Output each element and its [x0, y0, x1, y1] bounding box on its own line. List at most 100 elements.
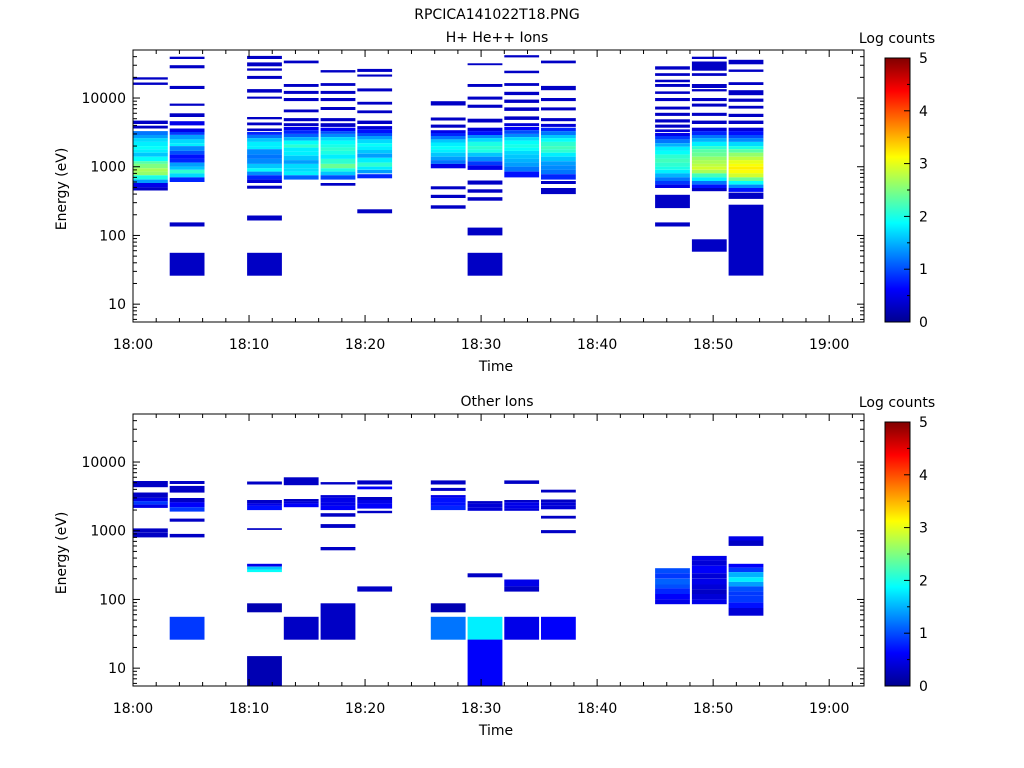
heatmap-cell	[655, 139, 690, 144]
heatmap-cell	[655, 146, 690, 151]
heatmap-cell	[247, 135, 282, 139]
heatmap-cell	[691, 599, 727, 605]
heatmap-cell	[728, 204, 764, 276]
heatmap-cell	[541, 156, 576, 162]
heatmap-cell	[169, 150, 205, 155]
heatmap-cell	[504, 586, 540, 592]
heatmap-cell	[283, 503, 319, 508]
heatmap-cell	[247, 68, 282, 71]
heatmap-cell	[320, 163, 356, 169]
axes: 18:00 18:10 18:20 18:30 18:40 18:50 19:00 10 100…	[81, 413, 865, 717]
heatmap-cell	[283, 130, 319, 134]
heatmap-cell	[133, 187, 168, 191]
heatmap-cell	[320, 98, 356, 102]
heatmap-cell	[541, 118, 576, 122]
heatmap-cell	[655, 98, 690, 102]
heatmap-cell	[133, 120, 168, 124]
heatmap-cell	[430, 156, 466, 161]
heatmap-cell	[655, 133, 690, 136]
heatmap-cell	[541, 135, 576, 139]
heatmap-cell	[728, 149, 764, 153]
colorbar	[884, 421, 911, 687]
heatmap-cell	[541, 60, 576, 64]
heatmap-cell	[504, 107, 540, 111]
heatmap-cell	[691, 141, 727, 147]
heatmap-cell	[691, 84, 727, 88]
heatmap-cell	[283, 147, 319, 152]
heatmap-cell	[247, 656, 282, 686]
heatmap-cell	[320, 140, 356, 145]
y-tick-label: 100	[99, 592, 126, 608]
heatmap-cell	[169, 222, 205, 227]
y-tick-label: 1000	[90, 160, 126, 176]
heatmap-cell	[728, 591, 764, 596]
heatmap-cell	[320, 495, 356, 498]
heatmap-cell	[430, 480, 466, 485]
heatmap-cell	[169, 616, 205, 640]
heatmap-cell	[430, 146, 466, 150]
heatmap-cell	[467, 252, 503, 276]
heatmap-cell	[728, 181, 764, 185]
panel-title: H+ He++ Ions	[446, 30, 549, 46]
heatmap-cell	[467, 616, 503, 640]
heatmap-cell	[169, 154, 205, 159]
heatmap-cell	[504, 505, 540, 509]
heatmap-cell	[655, 181, 690, 185]
heatmap-cell	[467, 507, 503, 511]
x-tick-label: 18:00	[113, 337, 153, 353]
heatmap-cell	[504, 134, 540, 138]
colorbar-ticks: 0 1 2 3 4 5	[904, 51, 928, 331]
heatmap-cell	[247, 163, 282, 169]
heatmap-cell	[357, 480, 393, 485]
heatmap-cell	[133, 171, 168, 176]
heatmap-cell	[283, 499, 319, 502]
heatmap-cell	[691, 173, 727, 178]
heatmap-cell	[357, 209, 393, 214]
heatmap-cell	[504, 166, 540, 172]
heatmap-cell	[655, 169, 690, 174]
heatmap-cell	[357, 166, 393, 170]
heatmap-cell	[691, 181, 727, 185]
heatmap-cell	[467, 63, 503, 66]
heatmap-cell	[728, 141, 764, 147]
heatmap-cell	[133, 532, 168, 538]
heatmap-cell	[541, 107, 576, 111]
x-tick-label: 18:40	[577, 337, 617, 353]
heatmap-cell	[283, 137, 319, 141]
heatmap-cell	[655, 124, 690, 128]
heatmap-cell	[247, 138, 282, 142]
heatmap-cell	[320, 547, 356, 551]
heatmap-cell	[430, 505, 466, 511]
heatmap-cell	[320, 154, 356, 159]
colorbar-label: Log counts	[859, 395, 935, 411]
y-tick-label: 10000	[81, 455, 126, 471]
x-tick-label: 18:30	[461, 337, 501, 353]
heatmap-cell	[655, 106, 690, 110]
heatmap-cell	[728, 608, 764, 616]
heatmap-cell	[655, 154, 690, 159]
heatmap-cell	[430, 117, 466, 121]
heatmap-cell	[320, 175, 356, 180]
heatmap-cell	[691, 560, 727, 566]
heatmap-cell	[467, 639, 503, 686]
heatmap-cell	[247, 566, 282, 570]
heatmap-cell	[728, 169, 764, 174]
heatmap-cell	[728, 184, 764, 188]
heatmap-cell	[357, 139, 393, 144]
heatmap-cell	[283, 168, 319, 172]
heatmap-cell	[247, 122, 282, 126]
heatmap-cell	[247, 528, 282, 530]
heatmap-cell	[357, 510, 393, 514]
x-tick-label: 18:10	[229, 337, 269, 353]
heatmap-cell	[541, 188, 576, 195]
y-tick-label: 1000	[90, 524, 126, 540]
heatmap-cell	[504, 91, 540, 96]
heatmap-cell	[320, 134, 356, 138]
heatmap-cell	[504, 116, 540, 120]
heatmap-cell	[283, 171, 319, 176]
heatmap-cell	[430, 495, 466, 498]
heatmap-cell	[169, 169, 205, 174]
heatmap-cell	[541, 515, 576, 519]
heatmap-cell	[247, 179, 282, 183]
